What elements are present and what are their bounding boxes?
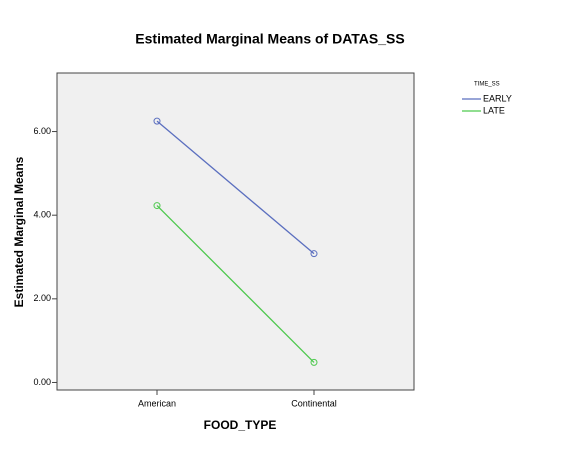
- x-axis-title: FOOD_TYPE: [204, 418, 277, 432]
- y-tick-label: 0.00: [33, 377, 51, 387]
- chart-title: Estimated Marginal Means of DATAS_SS: [135, 31, 404, 47]
- point-marker: [153, 202, 161, 210]
- point-marker: [310, 250, 318, 258]
- plot-area: [56, 72, 415, 391]
- legend-title: TIME_SS: [474, 82, 500, 88]
- y-tick-label: 2.00: [33, 293, 51, 303]
- x-tick-label: American: [138, 398, 176, 408]
- point-marker: [153, 117, 161, 125]
- point-marker: [310, 358, 318, 366]
- series-line: [156, 205, 315, 363]
- legend-label: EARLY: [483, 93, 512, 103]
- y-tick-label: 6.00: [33, 126, 51, 136]
- legend-label: LATE: [483, 105, 505, 115]
- series-line: [156, 120, 315, 255]
- y-tick-label: 4.00: [33, 210, 51, 220]
- y-axis-title: Estimated Marginal Means: [12, 156, 26, 307]
- x-tick-label: Continental: [291, 398, 337, 408]
